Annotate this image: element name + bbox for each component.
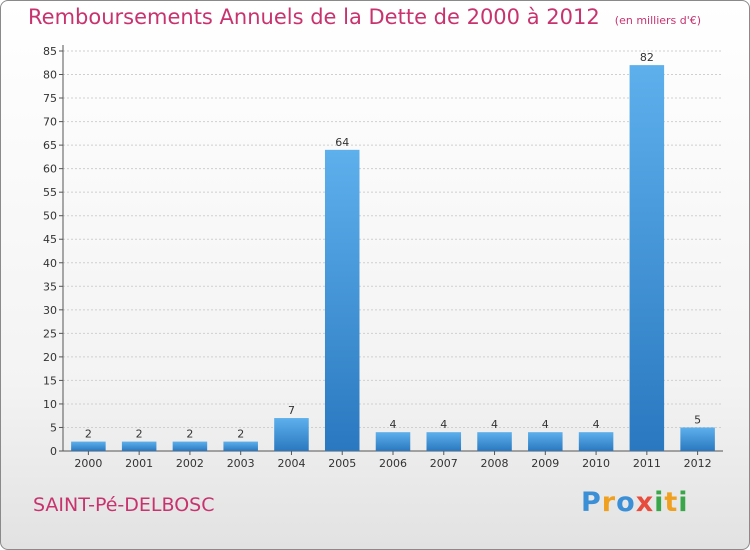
y-tick-labels: 0 5 10 15 20 25 30 35 40 45 50 55 60 65 70 75 80 85: [43, 45, 57, 458]
bar: [426, 432, 462, 451]
y-tick-label: 75: [43, 92, 57, 105]
bar: [578, 432, 614, 451]
y-tick-label: 35: [43, 280, 57, 293]
value-label: 82: [640, 51, 654, 64]
y-tick-label: 60: [43, 163, 57, 176]
commune-name: SAINT-Pé-DELBOSC: [33, 494, 215, 516]
x-tick-label: 2008: [481, 457, 509, 470]
value-labels: 2 2 2 2 7 64 4 4 4 4 4 82 5: [85, 51, 701, 440]
y-tick-label: 85: [43, 45, 57, 58]
chart-title: Remboursements Annuels de la Dette de 20…: [28, 5, 600, 29]
x-tick-label: 2001: [125, 457, 153, 470]
grid-lines: [63, 50, 723, 428]
bar: [274, 418, 309, 451]
y-tick-label: 50: [43, 210, 57, 223]
y-tick-label: 40: [43, 257, 57, 270]
y-tick-label: 70: [43, 116, 57, 129]
value-label: 64: [335, 136, 349, 149]
x-tick-label: 2002: [176, 457, 204, 470]
bar: [680, 427, 715, 451]
y-tick-label: 30: [43, 304, 57, 317]
y-tick-label: 0: [50, 445, 57, 458]
bar: [71, 441, 106, 451]
bar: [629, 65, 665, 451]
x-tick-label: 2012: [684, 457, 712, 470]
bar: [324, 149, 360, 451]
value-label: 4: [593, 418, 600, 431]
bar: [172, 441, 208, 451]
bar: [477, 432, 512, 451]
y-tick-label: 25: [43, 327, 57, 340]
bar: [223, 441, 258, 451]
value-label: 2: [237, 428, 244, 441]
x-tick-label: 2003: [227, 457, 255, 470]
bar: [528, 432, 563, 451]
bar: [121, 441, 157, 451]
x-tick-labels: 2000 2001 2002 2003 2004 2005 2006 2007 2008 2009…: [74, 457, 711, 470]
y-tick-label: 65: [43, 139, 57, 152]
value-label: 4: [440, 418, 447, 431]
title-row: Remboursements Annuels de la Dette de 20…: [28, 5, 701, 29]
y-tick-label: 45: [43, 233, 57, 246]
value-label: 2: [186, 428, 193, 441]
bars: [71, 65, 715, 451]
value-label: 4: [390, 418, 397, 431]
axes: [59, 45, 723, 455]
proxiti-logo: Proxiti: [581, 487, 689, 518]
y-tick-label: 5: [50, 421, 57, 434]
y-tick-label: 55: [43, 186, 57, 199]
y-tick-label: 20: [43, 351, 57, 364]
x-tick-label: 2000: [74, 457, 102, 470]
value-label: 4: [542, 418, 549, 431]
y-tick-label: 15: [43, 374, 57, 387]
y-tick-label: 10: [43, 398, 57, 411]
value-label: 2: [85, 428, 92, 441]
x-tick-label: 2010: [582, 457, 610, 470]
x-tick-label: 2009: [531, 457, 559, 470]
value-label: 7: [288, 404, 295, 417]
x-tick-label: 2006: [379, 457, 407, 470]
value-label: 4: [491, 418, 498, 431]
chart-subtitle: (en milliers d'€): [614, 14, 702, 27]
x-tick-label: 2011: [633, 457, 661, 470]
x-tick-label: 2004: [277, 457, 305, 470]
y-tick-label: 80: [43, 69, 57, 82]
value-label: 5: [694, 413, 701, 426]
x-tick-label: 2007: [430, 457, 458, 470]
x-tick-label: 2005: [328, 457, 356, 470]
value-label: 2: [136, 428, 143, 441]
bar: [375, 432, 411, 451]
